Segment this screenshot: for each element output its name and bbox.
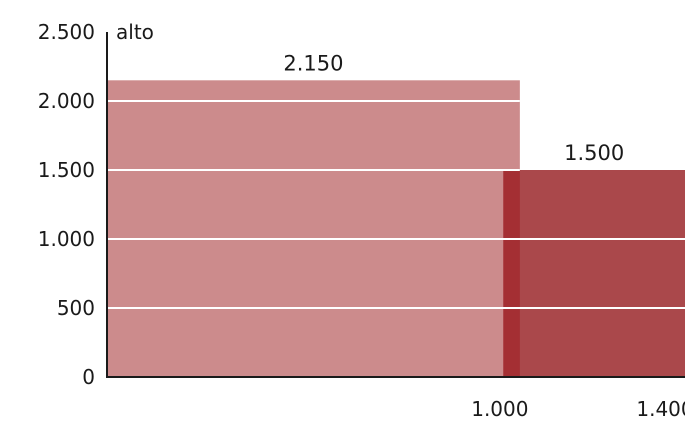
y-tick-labels: 0 500 1.000 1.500 2.000 2.500 <box>38 20 95 389</box>
y-tick-label: 1.000 <box>38 227 95 251</box>
area-overlap <box>503 170 520 377</box>
y-tick-label: 2.500 <box>38 20 95 44</box>
y-tick-label: 2.000 <box>38 89 95 113</box>
y-tick-label: 0 <box>82 365 95 389</box>
x-tick-labels: 1.000 1.400 <box>471 397 685 421</box>
data-label: 1.500 <box>564 141 624 165</box>
x-tick-label: 1.400 <box>636 397 685 421</box>
x-tick-label: 1.000 <box>471 397 528 421</box>
y-axis-title: alto <box>116 20 154 44</box>
chart-areas <box>107 80 685 378</box>
data-label: 2.150 <box>283 51 343 75</box>
chart-gridlines <box>107 100 685 309</box>
y-tick-label: 500 <box>57 296 95 320</box>
area-block-2 <box>503 170 685 377</box>
area-block-1 <box>107 80 520 378</box>
chart-axes <box>106 32 685 378</box>
data-labels: 2.150 1.500 <box>283 51 624 165</box>
y-tick-label: 1.500 <box>38 158 95 182</box>
